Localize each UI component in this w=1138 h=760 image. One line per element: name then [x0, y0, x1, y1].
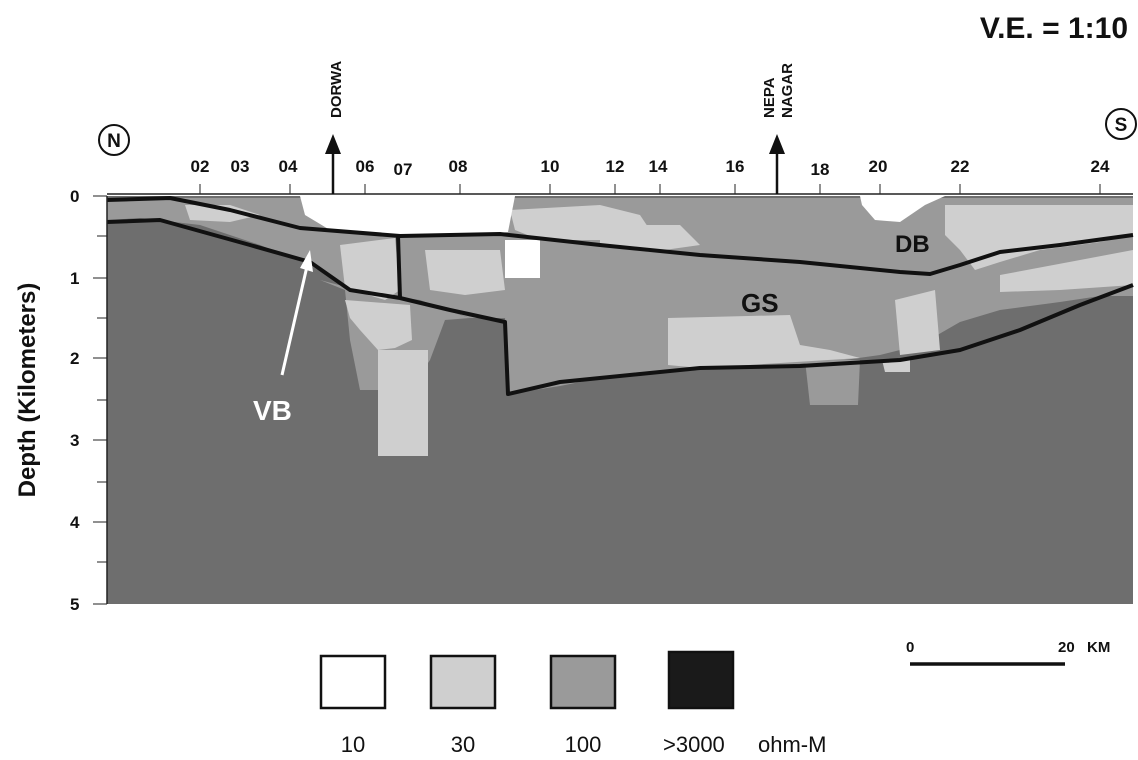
vb-annotation: VB	[253, 395, 292, 426]
depth-axis: 0 1 2 3 4 5 Depth (Kilometers)	[14, 187, 108, 614]
depth-tick-3: 3	[70, 431, 79, 450]
vb-pointer	[280, 250, 313, 376]
legend-unit: ohm-M	[758, 732, 826, 757]
scale-bar: 0 20 KM	[906, 639, 1110, 666]
station-label: 22	[951, 157, 970, 176]
up-arrow-icon	[325, 134, 341, 154]
vertical-exaggeration-label: V.E. = 1:10	[980, 12, 1128, 45]
depth-tick-1: 1	[70, 269, 79, 288]
north-marker: N	[98, 124, 130, 156]
legend-swatch-10	[319, 654, 387, 710]
nagar-label: NAGAR	[779, 63, 796, 118]
scale-bar-end: 20	[1058, 639, 1075, 656]
depth-tick-4: 4	[70, 513, 80, 532]
dorwa-marker: DORWA	[325, 61, 345, 194]
south-label: S	[1115, 115, 1128, 136]
nepa-nagar-marker: NEPA NAGAR	[761, 63, 796, 194]
fault-line	[396, 235, 402, 299]
dorwa-label: DORWA	[328, 61, 345, 118]
low-resistivity-zones	[300, 196, 945, 278]
db-annotation: DB	[895, 231, 930, 258]
geologic-boundaries	[106, 196, 1134, 396]
station-label: 02	[191, 157, 210, 176]
station-label: 20	[869, 157, 888, 176]
station-label: 12	[606, 157, 625, 176]
db-basin-boundary	[106, 196, 1134, 276]
legend-label-3000: >3000	[663, 732, 725, 757]
station-label: 18	[811, 160, 830, 179]
depth-tick-2: 2	[70, 349, 79, 368]
scale-bar-start: 0	[906, 639, 914, 656]
depth-axis-minor-ticks	[93, 195, 107, 605]
station-label: 08	[449, 157, 468, 176]
station-label: 24	[1091, 157, 1110, 176]
arrow-head-icon	[300, 250, 313, 272]
up-arrow-icon	[769, 134, 785, 154]
legend-swatch-100	[549, 654, 617, 710]
scale-bar-unit: KM	[1087, 639, 1110, 656]
nepa-label: NEPA	[761, 77, 778, 118]
resistivity-section	[106, 196, 1134, 604]
south-marker: S	[1105, 108, 1137, 140]
depth-tick-5: 5	[70, 595, 79, 614]
legend-swatch-3000	[667, 650, 735, 710]
legend: 10 30 100 >3000 ohm-M	[319, 650, 826, 757]
station-label: 07	[394, 160, 413, 179]
gs-basin-boundary	[106, 218, 1134, 396]
legend-label-100: 100	[565, 732, 602, 757]
station-label: 16	[726, 157, 745, 176]
station-label: 14	[649, 157, 668, 176]
gs-annotation: GS	[741, 288, 779, 318]
station-label: 06	[356, 157, 375, 176]
depth-axis-title: Depth (Kilometers)	[14, 283, 41, 498]
profile-axis: 02 03 04 06 07 08 10 12 14 16 18 20 22 2…	[107, 157, 1133, 195]
station-label: 03	[231, 157, 250, 176]
legend-label-30: 30	[451, 732, 475, 757]
legend-label-10: 10	[341, 732, 365, 757]
legend-swatch-30	[429, 654, 497, 710]
station-label: 04	[279, 157, 298, 176]
depth-tick-0: 0	[70, 187, 79, 206]
north-label: N	[107, 131, 121, 152]
station-label: 10	[541, 157, 560, 176]
